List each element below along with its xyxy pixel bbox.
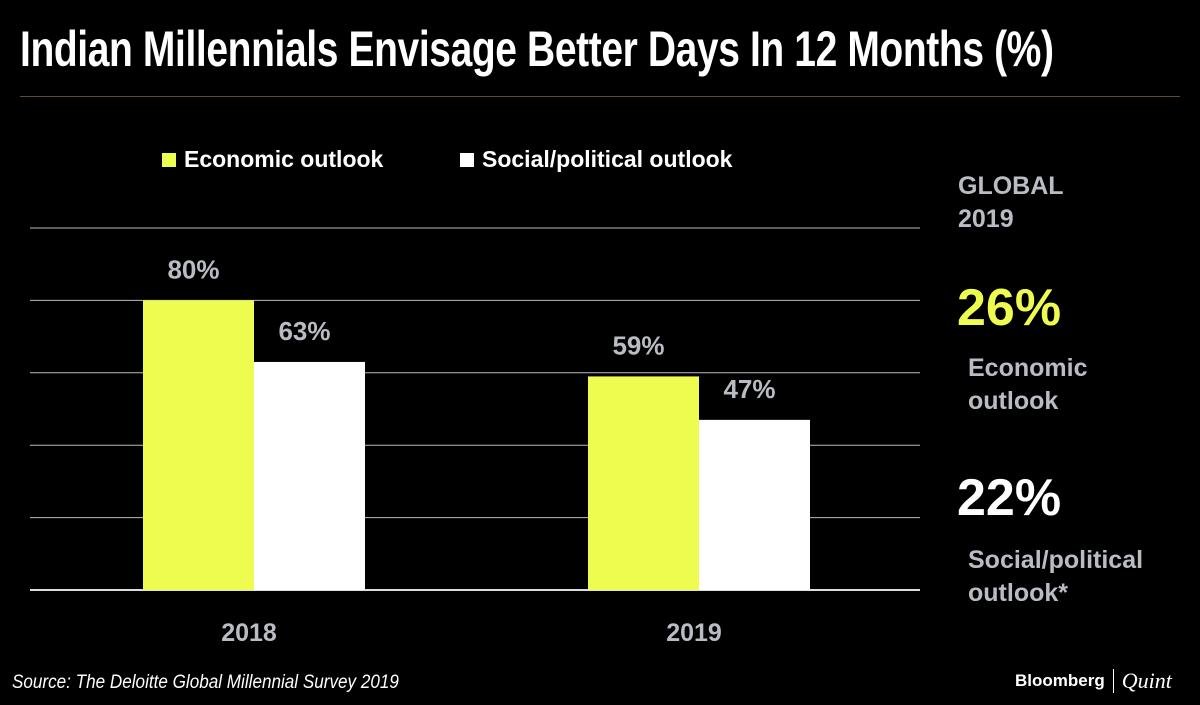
global-heading-line2: 2019 (958, 205, 1014, 233)
global-econ-value: 26% (957, 279, 1062, 337)
legend-swatch-economic (162, 152, 176, 167)
x-tick-label: 2018 (221, 619, 277, 647)
global-heading: GLOBAL 2019 (958, 170, 1064, 236)
global-heading-line1: GLOBAL (958, 172, 1064, 200)
legend-label-social: Social/political outlook (482, 146, 733, 172)
logo-separator (1112, 669, 1114, 693)
bar-economic-2018 (143, 300, 254, 590)
bar-social-2018 (254, 361, 365, 590)
global-econ-label-line2: outlook (968, 387, 1059, 415)
legend-label-economic: Economic outlook (184, 146, 384, 172)
global-social-value: 22% (957, 469, 1062, 527)
global-social-label: Social/political outlook* (968, 544, 1143, 610)
x-tick-label: 2019 (666, 619, 722, 647)
data-label: 59% (612, 330, 664, 360)
data-label: 63% (278, 316, 330, 346)
title-divider (20, 96, 1180, 97)
global-social-label-line2: outlook* (968, 579, 1068, 607)
data-label: 80% (167, 254, 219, 284)
logo: Bloomberg Quint (1015, 668, 1172, 694)
source-note: Source: The Deloitte Global Millennial S… (12, 672, 399, 693)
bar-social-2019 (699, 419, 810, 590)
legend-swatch-social (460, 152, 474, 167)
logo-bloomberg: Bloomberg (1015, 671, 1105, 690)
global-econ-label: Economic outlook (968, 352, 1087, 418)
bar-economic-2019 (588, 376, 699, 590)
data-label: 47% (723, 374, 775, 404)
global-econ-label-line1: Economic (968, 354, 1088, 382)
global-social-label-line1: Social/political (968, 546, 1144, 574)
legend-economic: Economic outlook (162, 146, 383, 173)
logo-quint: Quint (1121, 668, 1172, 693)
chart-title: Indian Millennials Envisage Better Days … (20, 21, 1054, 77)
legend-social: Social/political outlook (460, 146, 732, 173)
